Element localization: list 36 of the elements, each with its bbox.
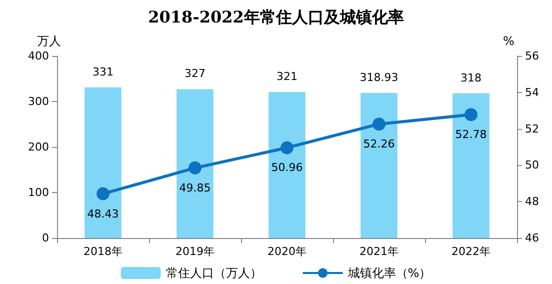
y2-tick-label: 56 <box>525 50 539 62</box>
data-label: 52.78 <box>455 128 487 142</box>
point <box>188 161 202 174</box>
y2-tick-label: 50 <box>525 158 539 172</box>
y-tick-label: 300 <box>28 95 49 108</box>
y2-tick-label: 46 <box>525 232 539 244</box>
y2-axis-title: % <box>503 34 514 48</box>
data-label: 52.26 <box>363 138 395 151</box>
data-label: 321 <box>276 70 298 83</box>
data-label: 318 <box>460 71 482 84</box>
x-tick-label: 2020年 <box>268 245 306 258</box>
data-label: 50.96 <box>271 161 303 174</box>
data-label: 331 <box>92 65 114 78</box>
x-tick-label: 2018年 <box>84 245 122 258</box>
x-tick-label: 2022年 <box>452 245 490 258</box>
y2-tick-label: 52 <box>525 122 539 136</box>
y2-tick-label: 48 <box>525 195 539 208</box>
point <box>464 108 478 122</box>
legend-label: 城镇化率（%） <box>346 266 432 280</box>
point <box>280 141 294 154</box>
y-tick-label: 400 <box>28 50 49 62</box>
legend-label: 常住人口（万人） <box>166 266 262 280</box>
data-label: 48.43 <box>87 207 119 220</box>
point <box>96 187 110 200</box>
y-tick-label: 0 <box>42 232 49 244</box>
point <box>372 118 386 131</box>
x-tick-label: 2019年 <box>176 245 214 258</box>
y-tick-label: 200 <box>28 140 49 154</box>
data-label: 327 <box>184 67 206 80</box>
chart-title: 2018-2022年常住人口及城镇化率 <box>148 8 404 26</box>
x-tick-label: 2021年 <box>360 245 398 258</box>
data-label: 49.85 <box>179 181 211 194</box>
y-tick-label: 100 <box>28 186 49 199</box>
y2-tick-label: 54 <box>525 86 539 99</box>
data-label: 318.93 <box>360 70 398 84</box>
y-axis-title: 万人 <box>37 34 61 48</box>
